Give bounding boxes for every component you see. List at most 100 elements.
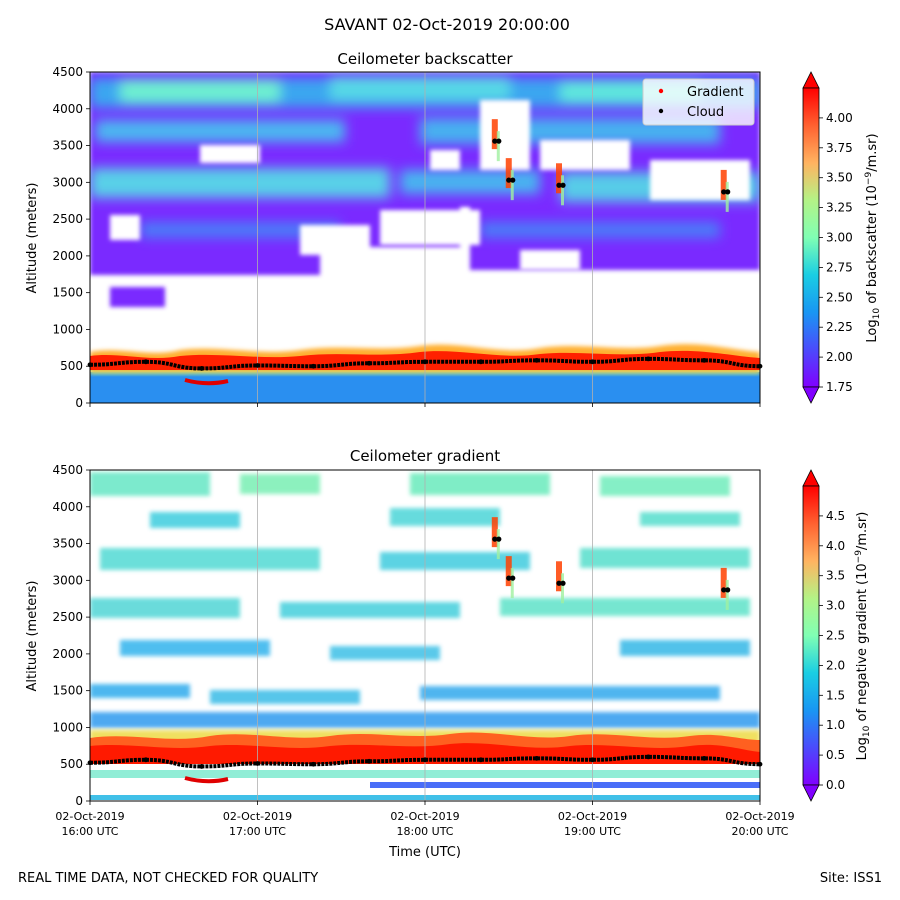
legend-gradient-label: Gradient [687, 85, 744, 100]
colorbar-label: Log10 of backscatter (10−9/m.sr) [864, 133, 882, 342]
cloud-point [366, 758, 372, 764]
y-tick-label: 3000 [52, 573, 83, 587]
cloud-point [143, 757, 149, 763]
cloud-point [496, 536, 502, 542]
gradient-column [505, 556, 512, 587]
x-tick-date: 02-Oct-2019 [223, 810, 292, 823]
gradient-column [496, 131, 500, 162]
cloud-point [556, 580, 562, 586]
colorbar-tick-label: 2.5 [826, 629, 845, 643]
colorbar-tick-label: 2.00 [826, 350, 853, 364]
cloud-point [492, 138, 498, 144]
y-tick-label: 2500 [52, 212, 83, 226]
colorbar-tick-label: 3.50 [826, 171, 853, 185]
cloud-point [721, 587, 727, 593]
cloud-point [556, 182, 562, 188]
vertical-grid [257, 72, 593, 403]
x-axis-ticks [89, 403, 761, 407]
y-tick-label: 0 [75, 794, 83, 808]
x-tick-date: 02-Oct-2019 [558, 810, 627, 823]
cloud-point [199, 764, 205, 769]
y-tick-label: 4500 [52, 463, 83, 477]
cloud-point [199, 366, 205, 371]
gradient-column [556, 561, 562, 592]
cloud-point [506, 177, 512, 183]
cloud-point [366, 360, 372, 366]
cloud-point [645, 754, 651, 760]
y-tick-label: 2500 [52, 610, 83, 624]
panel-title: Ceilometer gradient [350, 447, 500, 465]
colorbar-tick-label: 1.5 [826, 688, 845, 702]
gradient-column [491, 517, 498, 548]
cloud-point [590, 359, 595, 365]
cloud-point [590, 757, 595, 763]
cloud-point [506, 575, 512, 581]
gradient-column [561, 175, 564, 206]
gradient-column [505, 158, 512, 189]
cloud-point [422, 359, 428, 365]
x-axis-label: Time (UTC) [388, 845, 461, 860]
cloud-point [310, 761, 316, 767]
gradient-column [496, 529, 500, 560]
panel-title: Ceilometer backscatter [337, 50, 513, 68]
gradient-column [725, 579, 729, 610]
colorbar-tick-label: 4.5 [826, 509, 845, 523]
x-tick-time: 17:00 UTC [229, 825, 286, 838]
cloud-point [725, 189, 731, 195]
cloud-point [255, 761, 260, 766]
gradient-column [510, 170, 514, 201]
cloud-point [725, 587, 731, 593]
legend-gradient-marker [658, 88, 664, 94]
colorbar-tick-label: 4.00 [826, 111, 853, 125]
cloud-point [492, 536, 498, 542]
y-tick-label: 1000 [52, 720, 83, 734]
cloud-point [478, 359, 484, 365]
cloud-series [87, 119, 763, 371]
footer-quality-note: REAL TIME DATA, NOT CHECKED FOR QUALITY [18, 871, 318, 886]
colorbar-tick-label: 3.00 [826, 231, 853, 245]
x-tick-time: 18:00 UTC [396, 825, 453, 838]
cloud-point [560, 580, 566, 586]
gradient-column [720, 567, 727, 598]
cloud-point [560, 182, 566, 188]
backscatter-panel: Ceilometer backscatter [25, 50, 882, 410]
gradient-column [720, 169, 727, 200]
colorbar-tick-label: 2.50 [826, 290, 853, 304]
gradient-column [561, 573, 564, 604]
x-tick-date: 02-Oct-2019 [390, 810, 459, 823]
y-tick-label: 3500 [52, 537, 83, 551]
y-tick-label: 1000 [52, 322, 83, 336]
cloud-point [701, 755, 707, 761]
cloud-point [510, 575, 516, 581]
colorbar-tick-label: 3.75 [826, 141, 853, 155]
colorbar-tick-label: 1.0 [826, 718, 845, 732]
x-tick-time: 19:00 UTC [564, 825, 621, 838]
y-tick-label: 4000 [52, 102, 83, 116]
y-tick-label: 0 [75, 396, 83, 410]
colorbar-tick-label: 2.75 [826, 260, 853, 274]
cloud-point [422, 757, 428, 763]
colorbar-tick-label: 1.75 [826, 380, 853, 394]
colorbar-ticks: 0.0 0.5 1.0 1.5 2.0 2.5 3.0 3.5 4.0 4.5 [819, 509, 845, 792]
legend: Gradient Cloud [642, 78, 755, 126]
cloud-point [534, 755, 540, 761]
y-axis-label: Altitude (meters) [25, 581, 40, 692]
gradient-panel: Ceilometer gradient [25, 447, 872, 860]
gradient-column [491, 119, 498, 150]
colorbar-tick-label: 2.0 [826, 658, 845, 672]
gradient-column [556, 163, 562, 194]
cloud-series [87, 517, 763, 769]
legend-cloud-label: Cloud [687, 105, 724, 120]
cloud-point [310, 363, 316, 369]
colorbar: 0.0 0.5 1.0 1.5 2.0 2.5 3.0 3.5 4.0 4.5 Log10 of … [802, 469, 872, 802]
cloud-point [510, 177, 516, 183]
y-axis: 0 500 1000 1500 2000 2500 3000 3500 4000 4500 [52, 463, 90, 808]
colorbar-tick-label: 0.5 [826, 748, 845, 762]
footer-site: Site: ISS1 [820, 871, 882, 886]
y-tick-label: 4500 [52, 65, 83, 79]
colorbar-label: Log10 of negative gradient (10−9/m.sr) [854, 512, 872, 761]
cloud-point [478, 757, 484, 763]
colorbar-tick-label: 2.25 [826, 320, 853, 334]
colorbar-tick-label: 4.0 [826, 539, 845, 553]
